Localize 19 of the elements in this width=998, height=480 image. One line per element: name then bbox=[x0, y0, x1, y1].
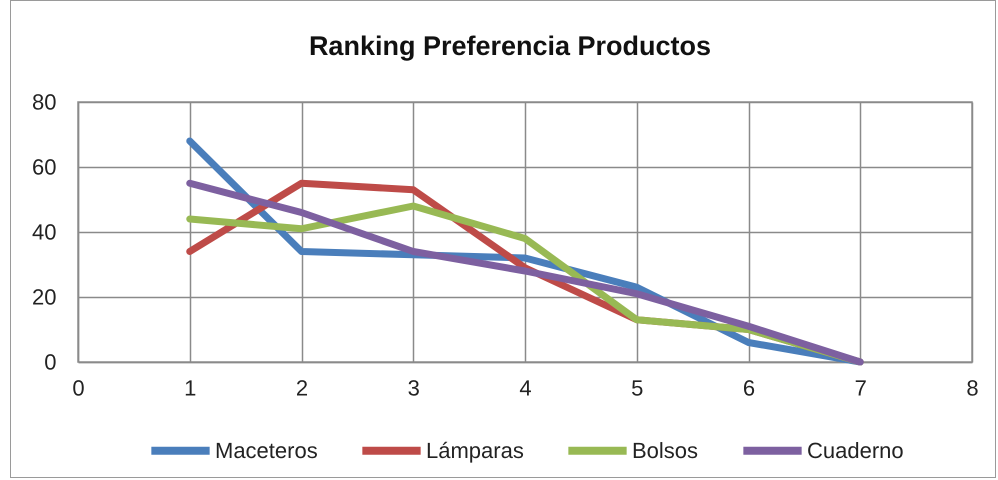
x-tick-label: 1 bbox=[184, 376, 196, 400]
x-tick-label: 2 bbox=[296, 376, 308, 400]
y-tick-label: 20 bbox=[32, 284, 56, 310]
x-tick-label: 5 bbox=[631, 376, 644, 400]
x-tick-label: 3 bbox=[408, 376, 420, 400]
legend-label: Bolsos bbox=[632, 438, 698, 463]
y-tick-label: 80 bbox=[32, 90, 56, 114]
y-tick-label: 0 bbox=[44, 350, 56, 374]
y-tick-label: 40 bbox=[32, 220, 56, 244]
legend-label: Cuaderno bbox=[807, 438, 904, 463]
x-tick-label: 4 bbox=[519, 376, 532, 400]
x-tick-label: 6 bbox=[742, 376, 756, 400]
legend-label: Lámparas bbox=[426, 438, 524, 463]
legend-label: Maceteros bbox=[215, 438, 318, 463]
y-tick-label: 60 bbox=[32, 154, 56, 180]
x-tick-label: 8 bbox=[966, 376, 979, 400]
chart-title: Ranking Preferencia Productos bbox=[308, 31, 712, 61]
x-tick-label: 0 bbox=[72, 376, 85, 400]
x-tick-label: 7 bbox=[854, 376, 867, 400]
